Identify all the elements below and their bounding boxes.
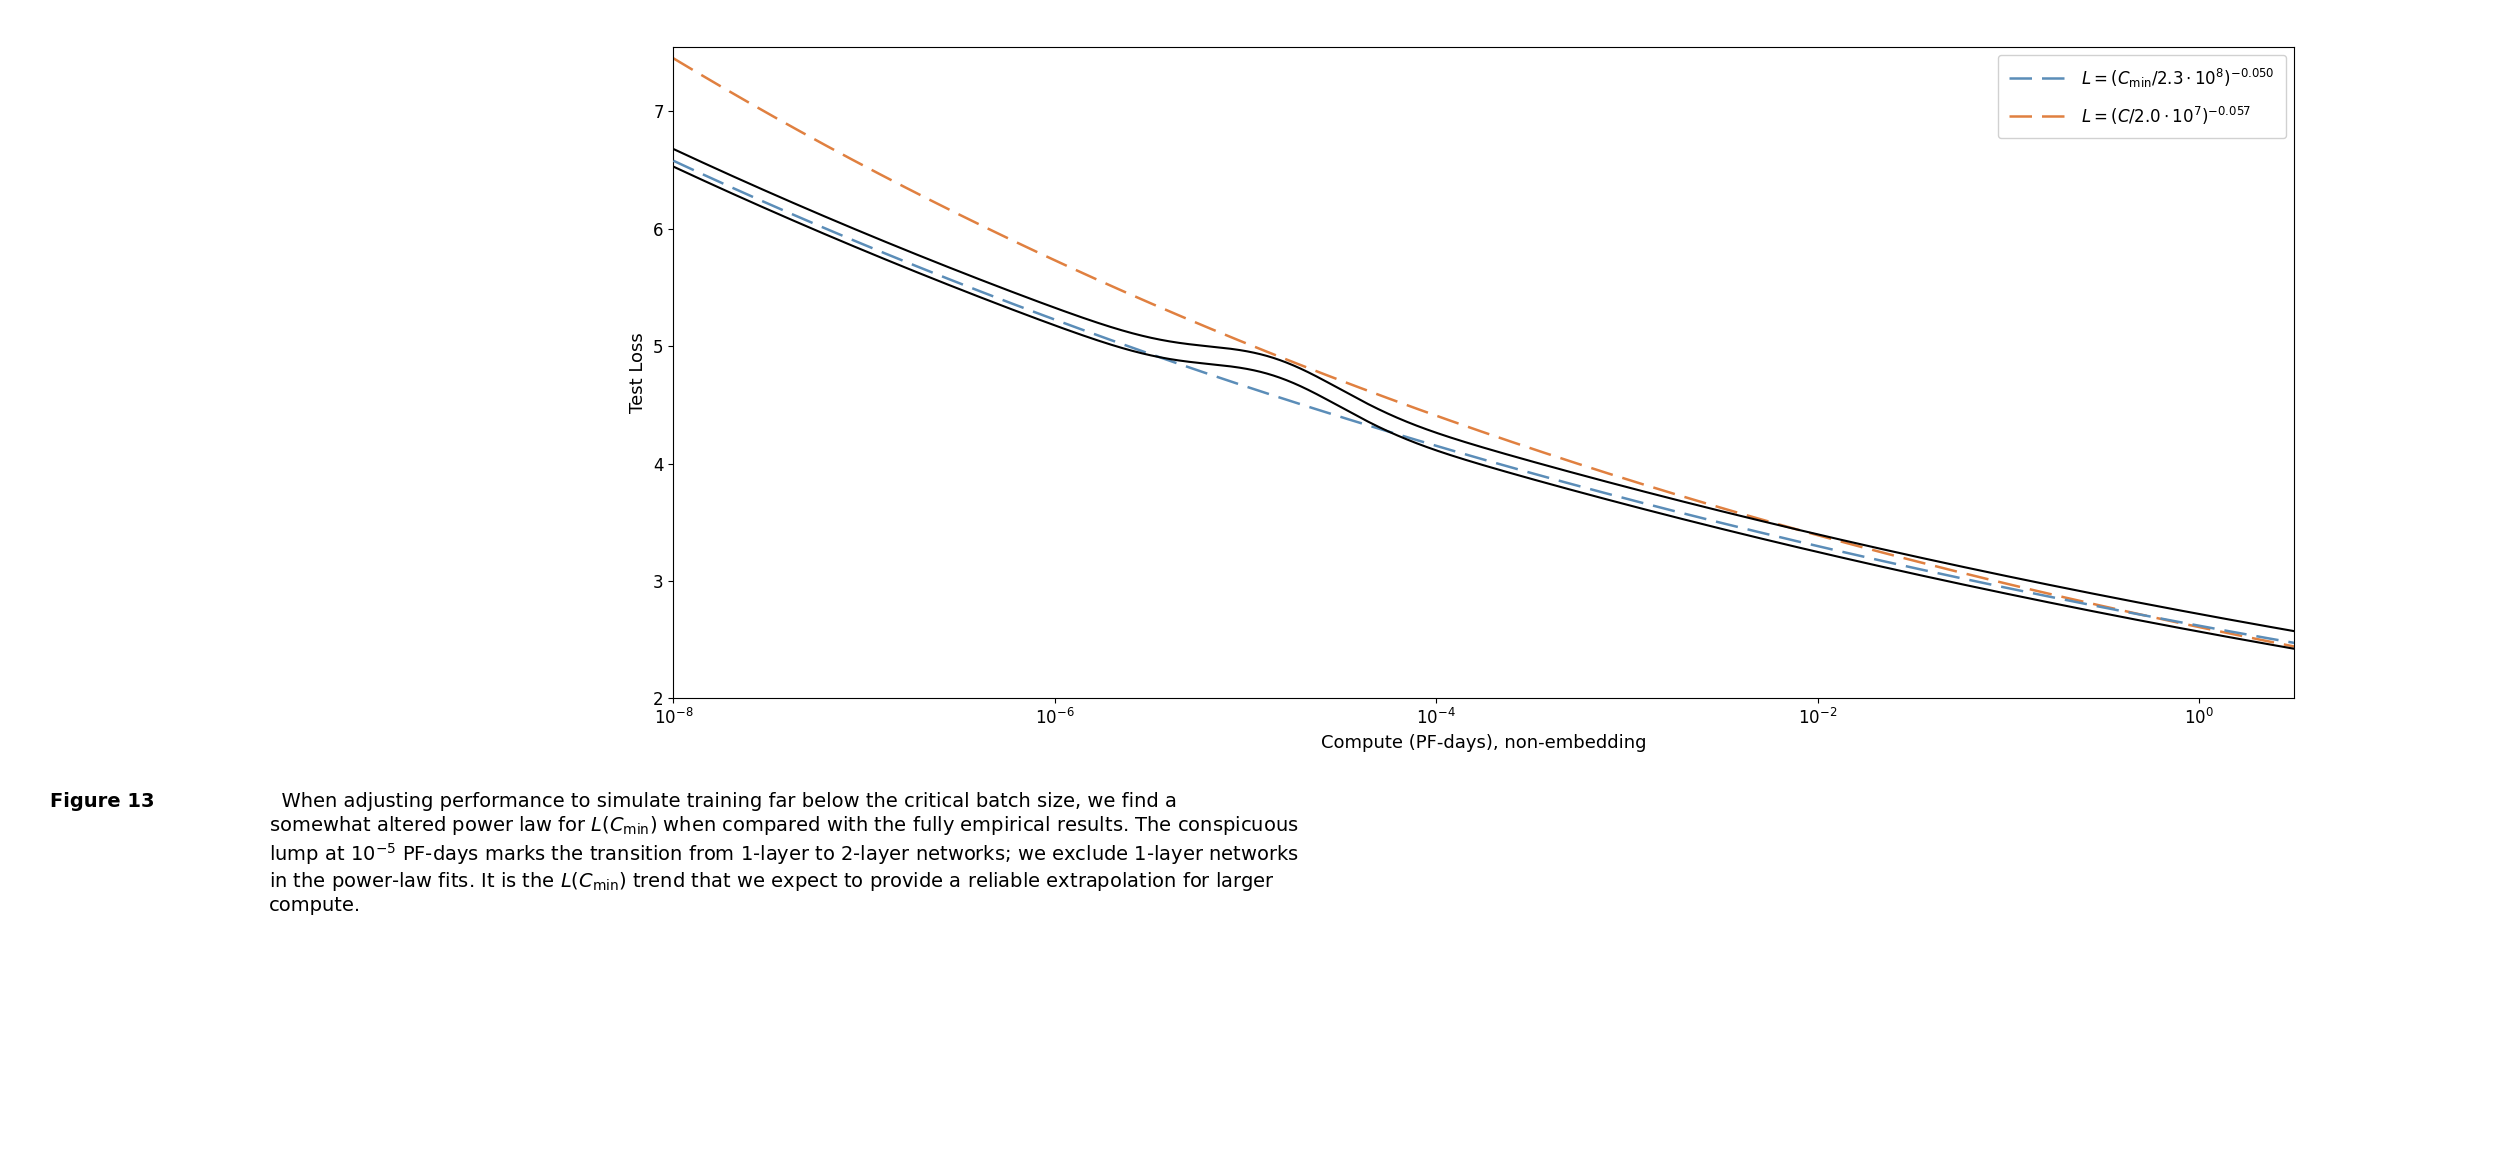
- Y-axis label: Test Loss: Test Loss: [628, 332, 648, 413]
- X-axis label: Compute (PF-days), non-embedding: Compute (PF-days), non-embedding: [1322, 733, 1646, 752]
- Text: Figure 13: Figure 13: [50, 792, 155, 810]
- Legend: $L = (C_{\min}/2.3 \cdot 10^8)^{-0.050}$, $L = (C/2.0 \cdot 10^7)^{-0.057}$: $L = (C_{\min}/2.3 \cdot 10^8)^{-0.050}$…: [1998, 55, 2287, 139]
- Text: When adjusting performance to simulate training far below the critical batch siz: When adjusting performance to simulate t…: [269, 792, 1299, 915]
